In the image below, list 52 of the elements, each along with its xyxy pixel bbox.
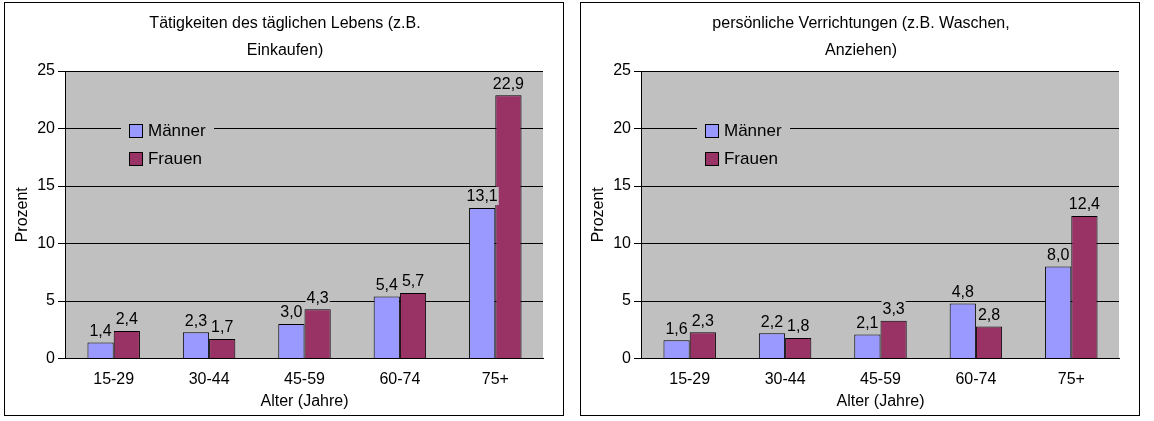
- y-tick-label: 5: [46, 291, 56, 309]
- x-tick-label: 15-29: [669, 369, 711, 387]
- x-tick-label: 60-74: [955, 369, 997, 387]
- data-label: 8,0: [1047, 245, 1070, 263]
- chart-title: Tätigkeiten des täglichen Lebens (z.B. Einkaufen): [148, 13, 422, 60]
- x-tick-label: 45-59: [284, 369, 326, 387]
- x-tick-label: 75+: [481, 369, 509, 387]
- data-label: 2,3: [691, 311, 715, 329]
- data-label: 2,1: [856, 313, 879, 331]
- data-label: 1,7: [211, 318, 234, 336]
- x-tick-label: 45-59: [860, 369, 902, 387]
- data-label: 3,3: [882, 300, 905, 318]
- y-tick-label: 20: [613, 118, 632, 136]
- data-label: 5,7: [401, 272, 425, 290]
- data-label: 4,3: [306, 288, 329, 306]
- x-tick-label: 15-29: [93, 369, 135, 387]
- y-tick-label: 10: [613, 233, 632, 251]
- y-tick-label: 10: [37, 233, 56, 251]
- data-label: 12,4: [1068, 195, 1101, 213]
- y-axis-title: Prozent: [589, 186, 607, 243]
- legend-label: Frauen: [723, 149, 778, 169]
- data-label: 13,1: [466, 187, 498, 205]
- data-label: 4,8: [951, 282, 974, 300]
- chart-title: persönliche Verrichtungen (z.B. Waschen, Anziehen): [711, 13, 1011, 60]
- x-tick-label: 75+: [1057, 369, 1085, 387]
- y-tick-label: 15: [613, 176, 632, 194]
- y-tick-label: 20: [37, 118, 56, 136]
- y-tick-label: 25: [37, 61, 56, 79]
- y-tick-label: 0: [622, 349, 632, 367]
- data-label: 2,8: [977, 305, 1001, 323]
- legend-label: Männer: [147, 121, 206, 141]
- data-label: 3,0: [280, 303, 303, 321]
- y-tick-label: 5: [622, 291, 632, 309]
- legend-label: Frauen: [147, 149, 202, 169]
- data-label: 2,3: [184, 311, 208, 329]
- data-label: 2,4: [115, 310, 139, 328]
- data-label: 5,4: [375, 275, 398, 293]
- x-axis-title: Alter (Jahre): [836, 391, 925, 409]
- y-axis-title: Prozent: [13, 186, 31, 243]
- legend-label: Männer: [723, 121, 782, 141]
- data-label: 1,8: [787, 317, 810, 335]
- x-tick-label: 30-44: [764, 369, 806, 387]
- x-axis-title: Alter (Jahre): [260, 391, 349, 409]
- x-tick-label: 30-44: [188, 369, 230, 387]
- y-tick-label: 0: [46, 349, 56, 367]
- data-label: 2,2: [760, 312, 784, 330]
- data-label: 1,6: [665, 319, 688, 337]
- data-label: 1,4: [89, 321, 112, 339]
- y-tick-label: 15: [37, 176, 56, 194]
- x-tick-label: 60-74: [379, 369, 421, 387]
- data-label: 22,9: [492, 74, 525, 92]
- y-tick-label: 25: [613, 61, 632, 79]
